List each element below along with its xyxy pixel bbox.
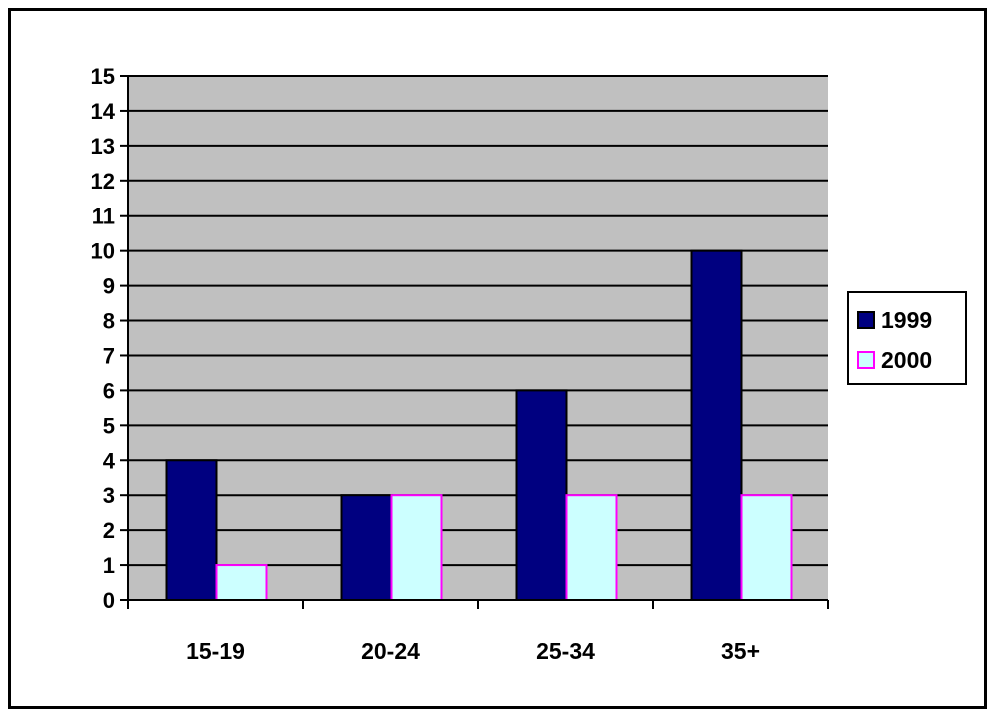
x-category-label: 20-24	[361, 638, 420, 664]
x-category-label: 25-34	[536, 638, 595, 664]
y-tick-label: 1	[103, 553, 115, 578]
y-tick-label: 3	[103, 483, 115, 508]
y-tick-label: 2	[103, 518, 115, 543]
legend-swatch-2000	[857, 351, 875, 369]
x-category-labels: 15-19 20-24 25-34 35+	[186, 638, 760, 664]
y-tick-label: 0	[103, 588, 115, 613]
bar-2000-20-24	[390, 494, 443, 602]
y-tick-label: 14	[91, 99, 116, 124]
y-tick-label: 8	[103, 309, 115, 334]
bar-1999-20-24	[340, 494, 393, 602]
bar-1999-35+	[690, 249, 743, 602]
bar-2000-35+	[740, 494, 793, 602]
y-tick-label: 7	[103, 343, 115, 368]
y-tick-label: 10	[91, 239, 115, 264]
bar-1999-25-34	[515, 389, 568, 601]
y-tick-label: 6	[103, 378, 115, 403]
y-tick-label: 15	[91, 64, 115, 89]
bar-2000-15-19	[215, 564, 268, 601]
bars	[165, 249, 793, 602]
bar-2000-25-34	[565, 494, 618, 602]
x-category-label: 35+	[721, 638, 760, 664]
y-tick-label: 11	[92, 204, 115, 229]
y-tick-label: 12	[91, 169, 115, 194]
y-tick-label: 9	[103, 274, 115, 299]
y-tick-label: 5	[103, 413, 115, 438]
axes	[120, 75, 829, 609]
bar-1999-15-19	[165, 459, 218, 601]
y-tick-label: 13	[91, 134, 115, 159]
legend: 1999 2000	[847, 291, 967, 385]
legend-item-2000: 2000	[857, 345, 932, 375]
legend-item-1999: 1999	[857, 305, 932, 335]
x-category-label: 15-19	[186, 638, 245, 664]
legend-swatch-1999	[857, 311, 875, 329]
y-tick-label: 4	[103, 448, 116, 473]
legend-label-2000: 2000	[881, 346, 933, 373]
legend-label-1999: 1999	[881, 306, 933, 333]
